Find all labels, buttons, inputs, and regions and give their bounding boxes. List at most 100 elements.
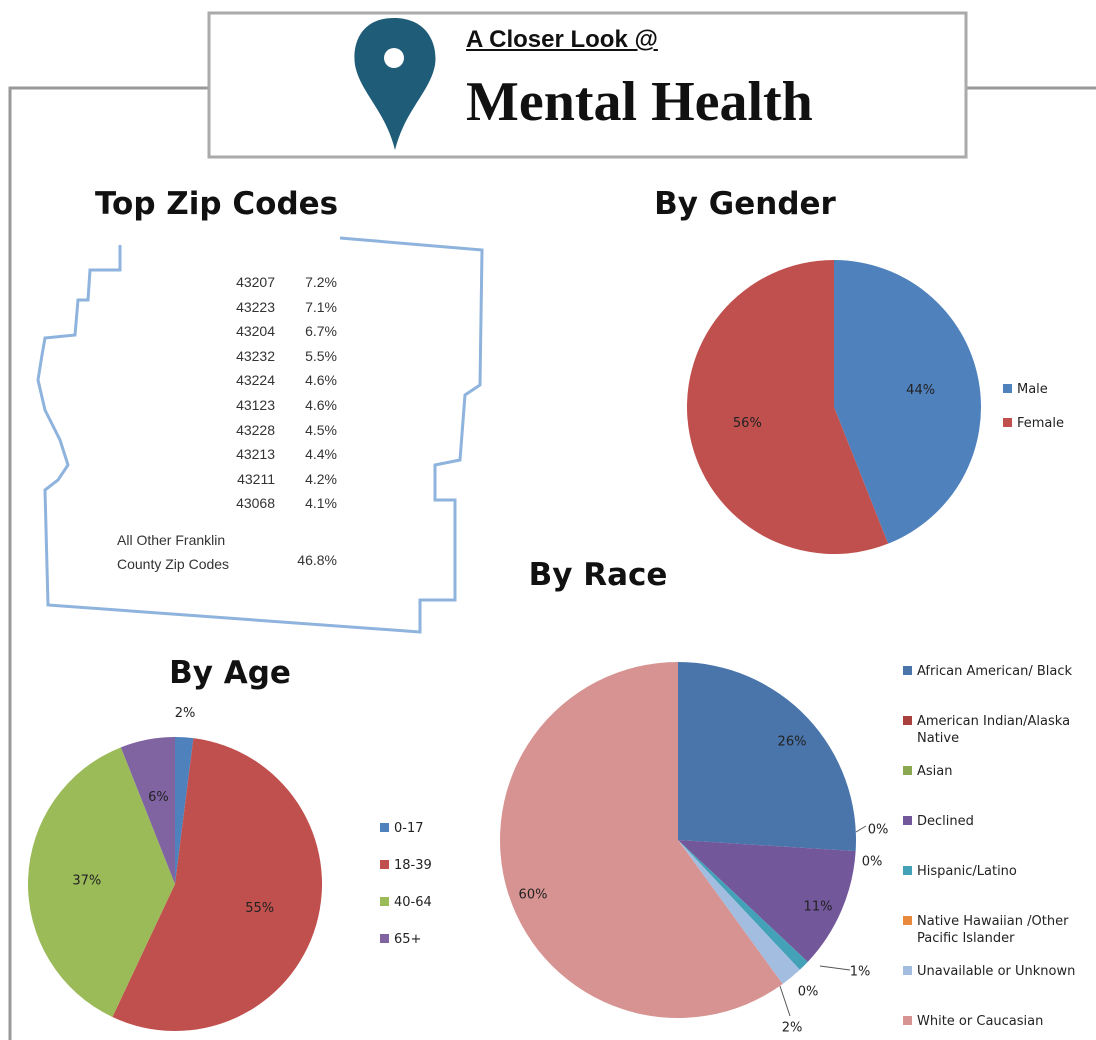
legend-swatch [1003, 384, 1012, 393]
zip-code: 43232 [236, 347, 275, 364]
pie-slice [678, 662, 856, 852]
value-label: 2% [175, 706, 196, 721]
pie-slice [686, 260, 889, 554]
pin-icon [354, 18, 436, 150]
legend-entry: Unavailable or Unknown [903, 963, 1087, 980]
zip-share: 6.7% [305, 323, 337, 340]
legend-entry: 18-39 [380, 857, 564, 874]
legend-swatch [903, 966, 912, 975]
zip-share: 4.4% [305, 446, 337, 463]
legend-entry: African American/ Black [903, 663, 1087, 680]
legend-label: Unavailable or Unknown [917, 964, 1076, 979]
legend-label: White or Caucasian [917, 1014, 1044, 1029]
value-label: 0% [798, 985, 819, 1000]
value-label: 1% [850, 965, 871, 980]
legend-swatch [903, 716, 912, 725]
leader-line [779, 985, 791, 1017]
pie-slice [175, 737, 194, 884]
zip-share: 4.6% [305, 397, 337, 413]
legend-label: Native Hawaiian /Other Pacific Islander [917, 914, 1069, 946]
zip-code: 43211 [237, 470, 275, 487]
value-label: 56% [733, 416, 762, 431]
legend-swatch [903, 1016, 912, 1025]
legend-entry: American Indian/Alaska Native [903, 713, 1087, 747]
value-label: 60% [519, 888, 548, 903]
legend-swatch [380, 897, 389, 906]
zip-code: 43207 [236, 274, 275, 290]
county-outline [36, 236, 484, 634]
zip-code: 43223 [236, 298, 275, 315]
pie-slice [834, 260, 981, 544]
zip-other-label: All Other Franklin County Zip Codes [117, 532, 230, 572]
legend-swatch [1003, 418, 1012, 427]
kicker: A Closer Look @ [466, 26, 658, 53]
value-label: 2% [782, 1021, 803, 1036]
pie-slice [678, 840, 808, 970]
legend-swatch [903, 666, 912, 675]
legend-entry: 65+ [380, 931, 564, 948]
legend-swatch [380, 823, 389, 832]
value-label: 55% [245, 901, 274, 916]
legend-swatch [903, 766, 912, 775]
legend-swatch [903, 816, 912, 825]
zip-code: 43204 [236, 323, 275, 340]
pie-slice [678, 840, 800, 985]
leader-line [819, 965, 851, 971]
pie-slice [500, 662, 783, 1019]
zip-code: 43213 [236, 446, 275, 463]
header-box [207, 11, 968, 159]
legend-label: 0-17 [394, 821, 424, 836]
legend-entry: Declined [903, 813, 1087, 830]
legend-label: Male [1017, 382, 1048, 397]
pie-slice [112, 738, 323, 1031]
pin-hole [384, 48, 404, 68]
zip-share: 7.1% [305, 298, 337, 315]
zip-code: 43123 [236, 397, 275, 413]
legend-entry: White or Caucasian [903, 1013, 1087, 1030]
zip-share: 7.2% [305, 274, 337, 290]
legend-label: Declined [917, 814, 974, 829]
legend-swatch [903, 866, 912, 875]
leader-line [855, 825, 867, 833]
legend-entry: Male [1003, 381, 1096, 398]
pie-slice [678, 840, 856, 962]
zip-share: 4.5% [305, 421, 337, 438]
legend-label: 40-64 [394, 895, 432, 910]
value-label: 26% [778, 735, 807, 750]
chart-title: By Age [169, 655, 291, 691]
frame [8, 86, 1096, 1040]
legend-label: African American/ Black [917, 664, 1072, 679]
value-label: 0% [868, 823, 889, 838]
zip-code: 43228 [236, 421, 275, 438]
zip-share: 4.2% [305, 470, 337, 487]
legend-entry: Hispanic/Latino [903, 863, 1087, 880]
legend-entry: Native Hawaiian /Other Pacific Islander [903, 913, 1087, 947]
pie-slice [28, 747, 176, 1018]
pie-slice [120, 736, 175, 884]
value-label: 11% [804, 900, 833, 915]
zip-other-share: 46.8% [297, 552, 337, 568]
value-label: 44% [906, 383, 935, 398]
zip-code: 43068 [236, 495, 275, 512]
legend-entry: 0-17 [380, 820, 564, 837]
legend-swatch [380, 934, 389, 943]
legend-label: Hispanic/Latino [917, 864, 1017, 879]
legend-label: Asian [917, 764, 953, 779]
chart-title: By Gender [654, 186, 836, 222]
legend-entry: 40-64 [380, 894, 564, 911]
value-label: 6% [148, 790, 169, 805]
page-title: Mental Health [466, 71, 813, 133]
legend-swatch [380, 860, 389, 869]
value-label: 0% [862, 855, 883, 870]
chart-title: By Race [528, 557, 668, 593]
zip-code: 43224 [236, 372, 275, 389]
legend-swatch [903, 916, 912, 925]
legend-entry: Asian [903, 763, 1087, 780]
zip-share: 4.1% [305, 495, 337, 512]
zip-share: 5.5% [305, 347, 337, 364]
zip-title: Top Zip Codes [95, 186, 339, 222]
leader-lines [779, 825, 867, 1017]
legend-label: Female [1017, 416, 1065, 431]
